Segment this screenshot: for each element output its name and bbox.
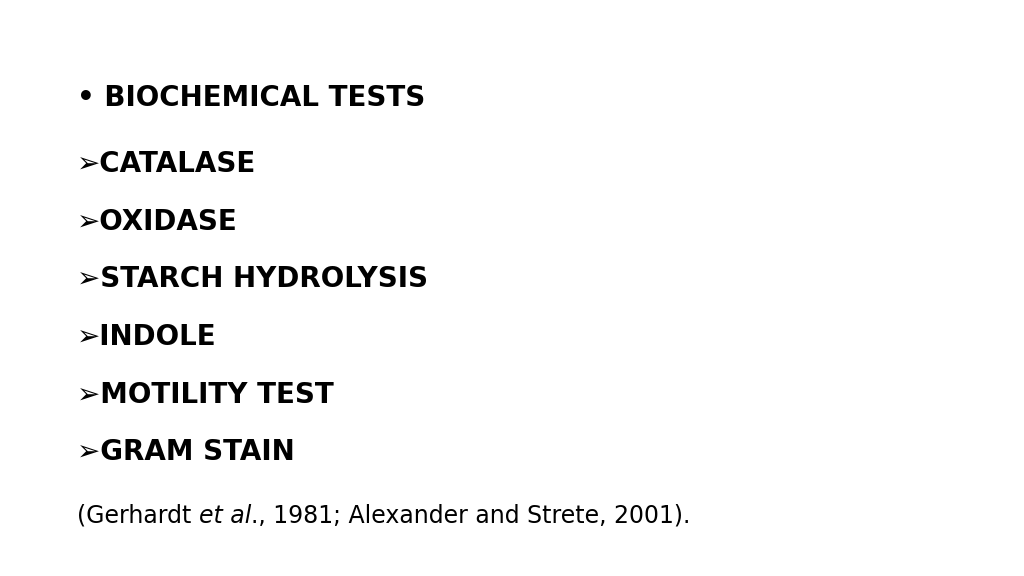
Text: ➢GRAM STAIN: ➢GRAM STAIN [77, 438, 295, 466]
Text: ➢OXIDASE: ➢OXIDASE [77, 208, 238, 236]
Text: ., 1981; Alexander and Strete, 2001).: ., 1981; Alexander and Strete, 2001). [251, 503, 690, 528]
Text: ➢MOTILITY TEST: ➢MOTILITY TEST [77, 381, 334, 408]
Text: ➢INDOLE: ➢INDOLE [77, 323, 216, 351]
Text: ➢CATALASE: ➢CATALASE [77, 150, 256, 178]
Text: (Gerhardt: (Gerhardt [77, 503, 199, 528]
Text: ➢STARCH HYDROLYSIS: ➢STARCH HYDROLYSIS [77, 266, 428, 293]
Text: et al: et al [199, 503, 251, 528]
Text: • BIOCHEMICAL TESTS: • BIOCHEMICAL TESTS [77, 84, 425, 112]
